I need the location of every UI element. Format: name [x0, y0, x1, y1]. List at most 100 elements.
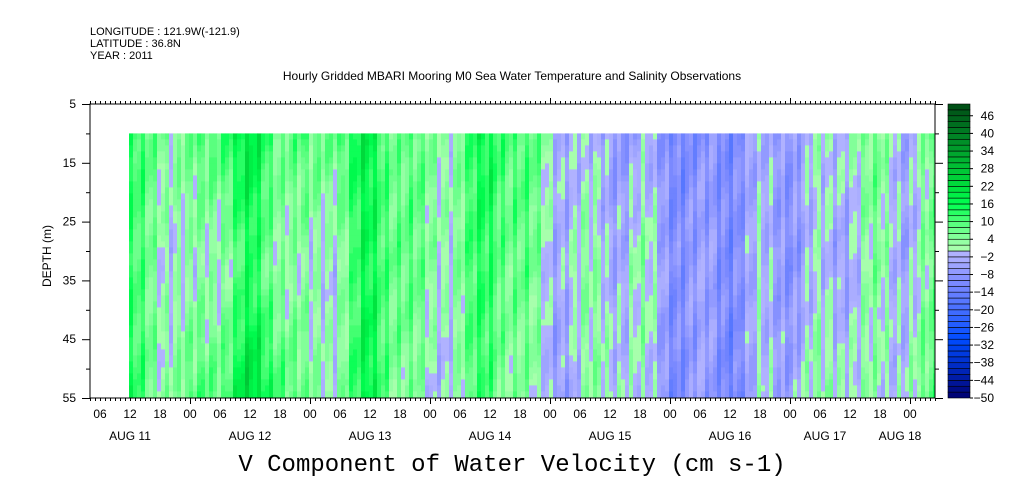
heatmap-cell: [349, 139, 354, 146]
heatmap-cell: [177, 337, 182, 344]
heatmap-cell: [477, 235, 482, 242]
heatmap-cell: [441, 349, 446, 356]
heatmap-cell: [465, 313, 470, 320]
heatmap-cell: [509, 391, 514, 398]
heatmap-cell: [217, 343, 222, 350]
heatmap-cell: [317, 271, 322, 278]
heatmap-cell: [509, 289, 514, 296]
heatmap-cell: [293, 139, 298, 146]
heatmap-cell: [305, 241, 310, 248]
heatmap-cell: [405, 151, 410, 158]
heatmap-cell: [361, 181, 366, 188]
heatmap-cell: [453, 157, 458, 164]
heatmap-cell: [525, 385, 530, 392]
heatmap-cell: [165, 319, 170, 326]
heatmap-cell: [185, 337, 190, 344]
heatmap-cell: [261, 223, 266, 230]
heatmap-cell: [333, 181, 338, 188]
heatmap-cell: [129, 193, 134, 200]
heatmap-cell: [417, 385, 422, 392]
heatmap-cell: [389, 241, 394, 248]
heatmap-cell: [353, 235, 358, 242]
heatmap-cell: [537, 295, 542, 302]
heatmap-cell: [353, 283, 358, 290]
heatmap-cell: [305, 391, 310, 398]
heatmap-cell: [517, 157, 522, 164]
heatmap-cell: [305, 343, 310, 350]
heatmap-cell: [165, 211, 170, 218]
heatmap-cell: [385, 217, 390, 224]
heatmap-cell: [313, 217, 318, 224]
heatmap-cell: [141, 205, 146, 212]
heatmap-cell: [225, 319, 230, 326]
heatmap-cell: [165, 331, 170, 338]
heatmap-cell: [269, 301, 274, 308]
heatmap-cell: [449, 355, 454, 362]
heatmap-cell: [401, 283, 406, 290]
heatmap-cell: [429, 193, 434, 200]
heatmap-cell: [273, 169, 278, 176]
heatmap-cell: [433, 181, 438, 188]
heatmap-cell: [341, 319, 346, 326]
heatmap-cell: [377, 223, 382, 230]
heatmap-cell: [529, 385, 534, 392]
heatmap-cell: [209, 151, 214, 158]
heatmap-cell: [429, 277, 434, 284]
heatmap-cell: [349, 217, 354, 224]
heatmap-cell: [569, 217, 574, 224]
heatmap-cell: [477, 337, 482, 344]
heatmap-cell: [425, 295, 430, 302]
heatmap-cell: [177, 163, 182, 170]
heatmap-cell: [481, 355, 486, 362]
heatmap-cell: [381, 337, 386, 344]
heatmap-cell: [145, 349, 150, 356]
heatmap-cell: [325, 313, 330, 320]
heatmap-cell: [357, 319, 362, 326]
heatmap-cell: [501, 229, 506, 236]
heatmap-cell: [441, 295, 446, 302]
heatmap-cell: [557, 223, 562, 230]
heatmap-cell: [481, 343, 486, 350]
heatmap-cell: [145, 217, 150, 224]
heatmap-cell: [173, 277, 178, 284]
heatmap-cell: [325, 277, 330, 284]
heatmap-cell: [257, 181, 262, 188]
heatmap-cell: [361, 241, 366, 248]
heatmap-cell: [437, 355, 442, 362]
heatmap-cell: [397, 211, 402, 218]
heatmap-cell: [525, 217, 530, 224]
heatmap-cell: [349, 253, 354, 260]
heatmap-cell: [521, 217, 526, 224]
heatmap-cell: [161, 163, 166, 170]
heatmap-cell: [461, 367, 466, 374]
heatmap-cell: [565, 229, 570, 236]
heatmap-cell: [309, 253, 314, 260]
heatmap-cell: [441, 391, 446, 398]
heatmap-cell: [241, 301, 246, 308]
heatmap-cell: [565, 283, 570, 290]
heatmap-cell: [217, 277, 222, 284]
heatmap-cell: [341, 379, 346, 386]
heatmap-cell: [313, 319, 318, 326]
heatmap-cell: [185, 343, 190, 350]
heatmap-cell: [521, 229, 526, 236]
heatmap-cell: [461, 205, 466, 212]
heatmap-cell: [213, 361, 218, 368]
heatmap-cell: [413, 307, 418, 314]
heatmap-cell: [389, 313, 394, 320]
heatmap-cell: [205, 277, 210, 284]
heatmap-cell: [273, 265, 278, 272]
heatmap-cell: [421, 331, 426, 338]
heatmap-cell: [257, 313, 262, 320]
heatmap-cell: [269, 253, 274, 260]
heatmap-cell: [317, 355, 322, 362]
heatmap-cell: [557, 289, 562, 296]
heatmap-cell: [209, 265, 214, 272]
heatmap-cell: [469, 169, 474, 176]
heatmap-cell: [381, 235, 386, 242]
heatmap-cell: [293, 367, 298, 374]
heatmap-cell: [157, 313, 162, 320]
heatmap-cell: [357, 193, 362, 200]
heatmap-cell: [173, 181, 178, 188]
heatmap-cell: [405, 229, 410, 236]
